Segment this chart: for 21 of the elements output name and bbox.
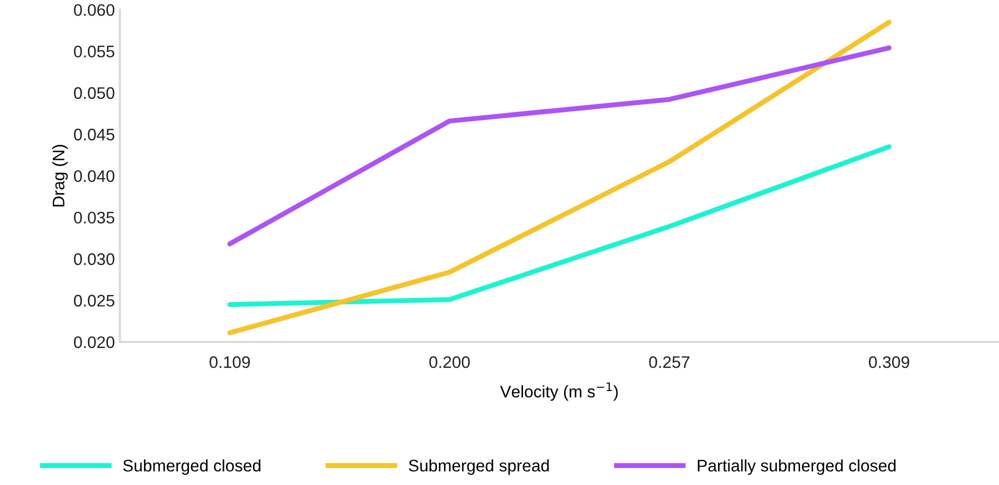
y-tick-label: 0.025	[74, 294, 114, 307]
y-tick-label: 0.020	[74, 336, 114, 348]
x-tick-label: 0.200	[429, 356, 470, 368]
x-axis-title: Velocity (m s$^{−1}$)	[500, 382, 618, 401]
y-tick-label: 0.050	[74, 87, 114, 99]
y-tick-label: 0.035	[74, 212, 114, 224]
legend-label: Submerged spread	[408, 459, 549, 475]
x-tick-label: 0.309	[868, 356, 910, 368]
legend-label: Partially submerged closed	[698, 459, 896, 475]
y-tick-label: 0.040	[74, 170, 114, 182]
line-series	[227, 144, 892, 307]
line-series	[227, 45, 892, 246]
legend-label: Submerged closed	[123, 459, 260, 475]
y-tick-label: 0.030	[74, 253, 114, 266]
y-tick-label: 0.045	[74, 128, 114, 140]
y-tick-label: 0.060	[74, 4, 114, 16]
x-tick-label: 0.257	[649, 356, 690, 368]
y-axis-title: Drag (N)	[52, 144, 68, 206]
line-series	[227, 20, 892, 336]
y-tick-label: 0.055	[74, 46, 114, 58]
x-tick-label: 0.109	[210, 356, 250, 368]
